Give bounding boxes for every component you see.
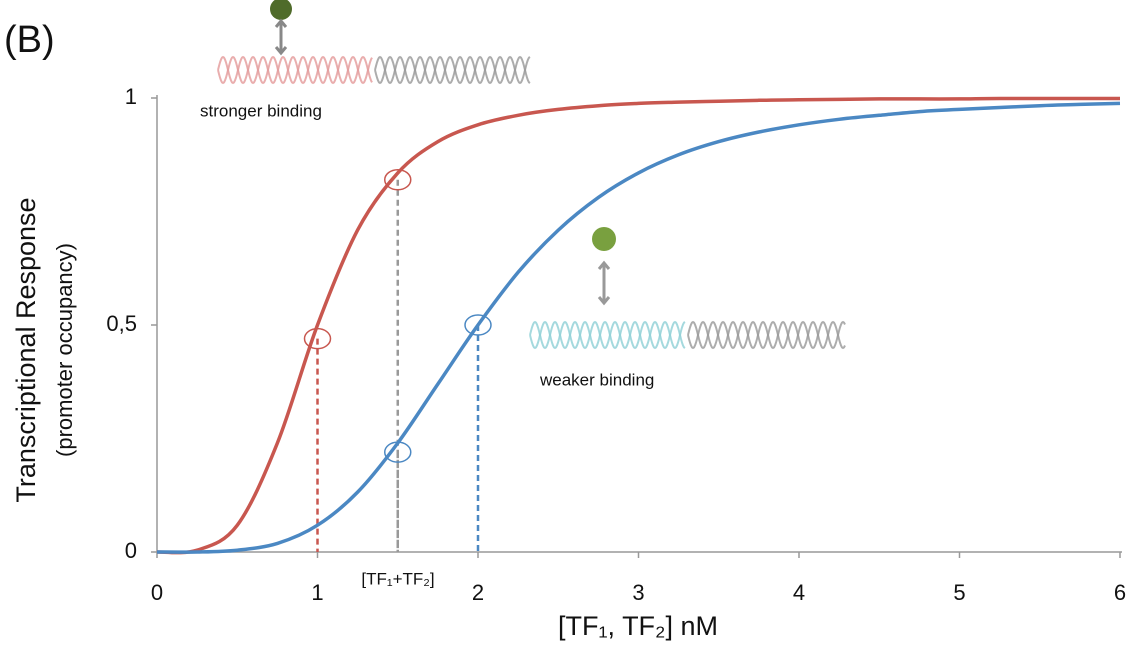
arrow [274, 18, 288, 56]
y-axis-label: Transcriptional Response [11, 197, 41, 502]
x-tick-label: 5 [953, 580, 965, 605]
helix-strand [687, 320, 846, 350]
marker [303, 327, 332, 350]
x-tick-label: 2 [472, 580, 484, 605]
helix-strand [217, 55, 373, 85]
marker [384, 441, 412, 463]
y-tick-label: 0,5 [106, 311, 137, 336]
dna [217, 55, 846, 350]
y-tick-label: 0 [125, 538, 137, 563]
marker [464, 314, 492, 336]
marker [384, 168, 412, 191]
helix-strand [374, 55, 531, 85]
x-tick-label: 3 [632, 580, 644, 605]
annotation: [TF₁+TF₂] [361, 569, 434, 588]
tf-icon [592, 227, 616, 251]
helix-strand [217, 55, 373, 85]
helix-strand [687, 320, 846, 350]
x-axis-label: [TF₁, TF₂] nM [558, 611, 718, 641]
x-tick-label: 6 [1114, 580, 1126, 605]
x-tick-label: 1 [311, 580, 323, 605]
panel-label: (B) [4, 19, 55, 61]
annotation: stronger binding [200, 101, 322, 120]
tf-icon [270, 0, 292, 20]
helix-strand [529, 320, 686, 350]
annotation: weaker binding [539, 370, 654, 389]
y-tick-label: 1 [125, 84, 137, 109]
helix-strand [374, 55, 531, 85]
x-tick-label: 4 [793, 580, 805, 605]
line [156, 96, 1120, 555]
arrow [597, 260, 611, 306]
y-axis-sublabel: (promoter occupancy) [52, 243, 77, 457]
x-tick-label: 0 [151, 580, 163, 605]
helix-strand [529, 320, 686, 350]
line [156, 101, 1121, 554]
